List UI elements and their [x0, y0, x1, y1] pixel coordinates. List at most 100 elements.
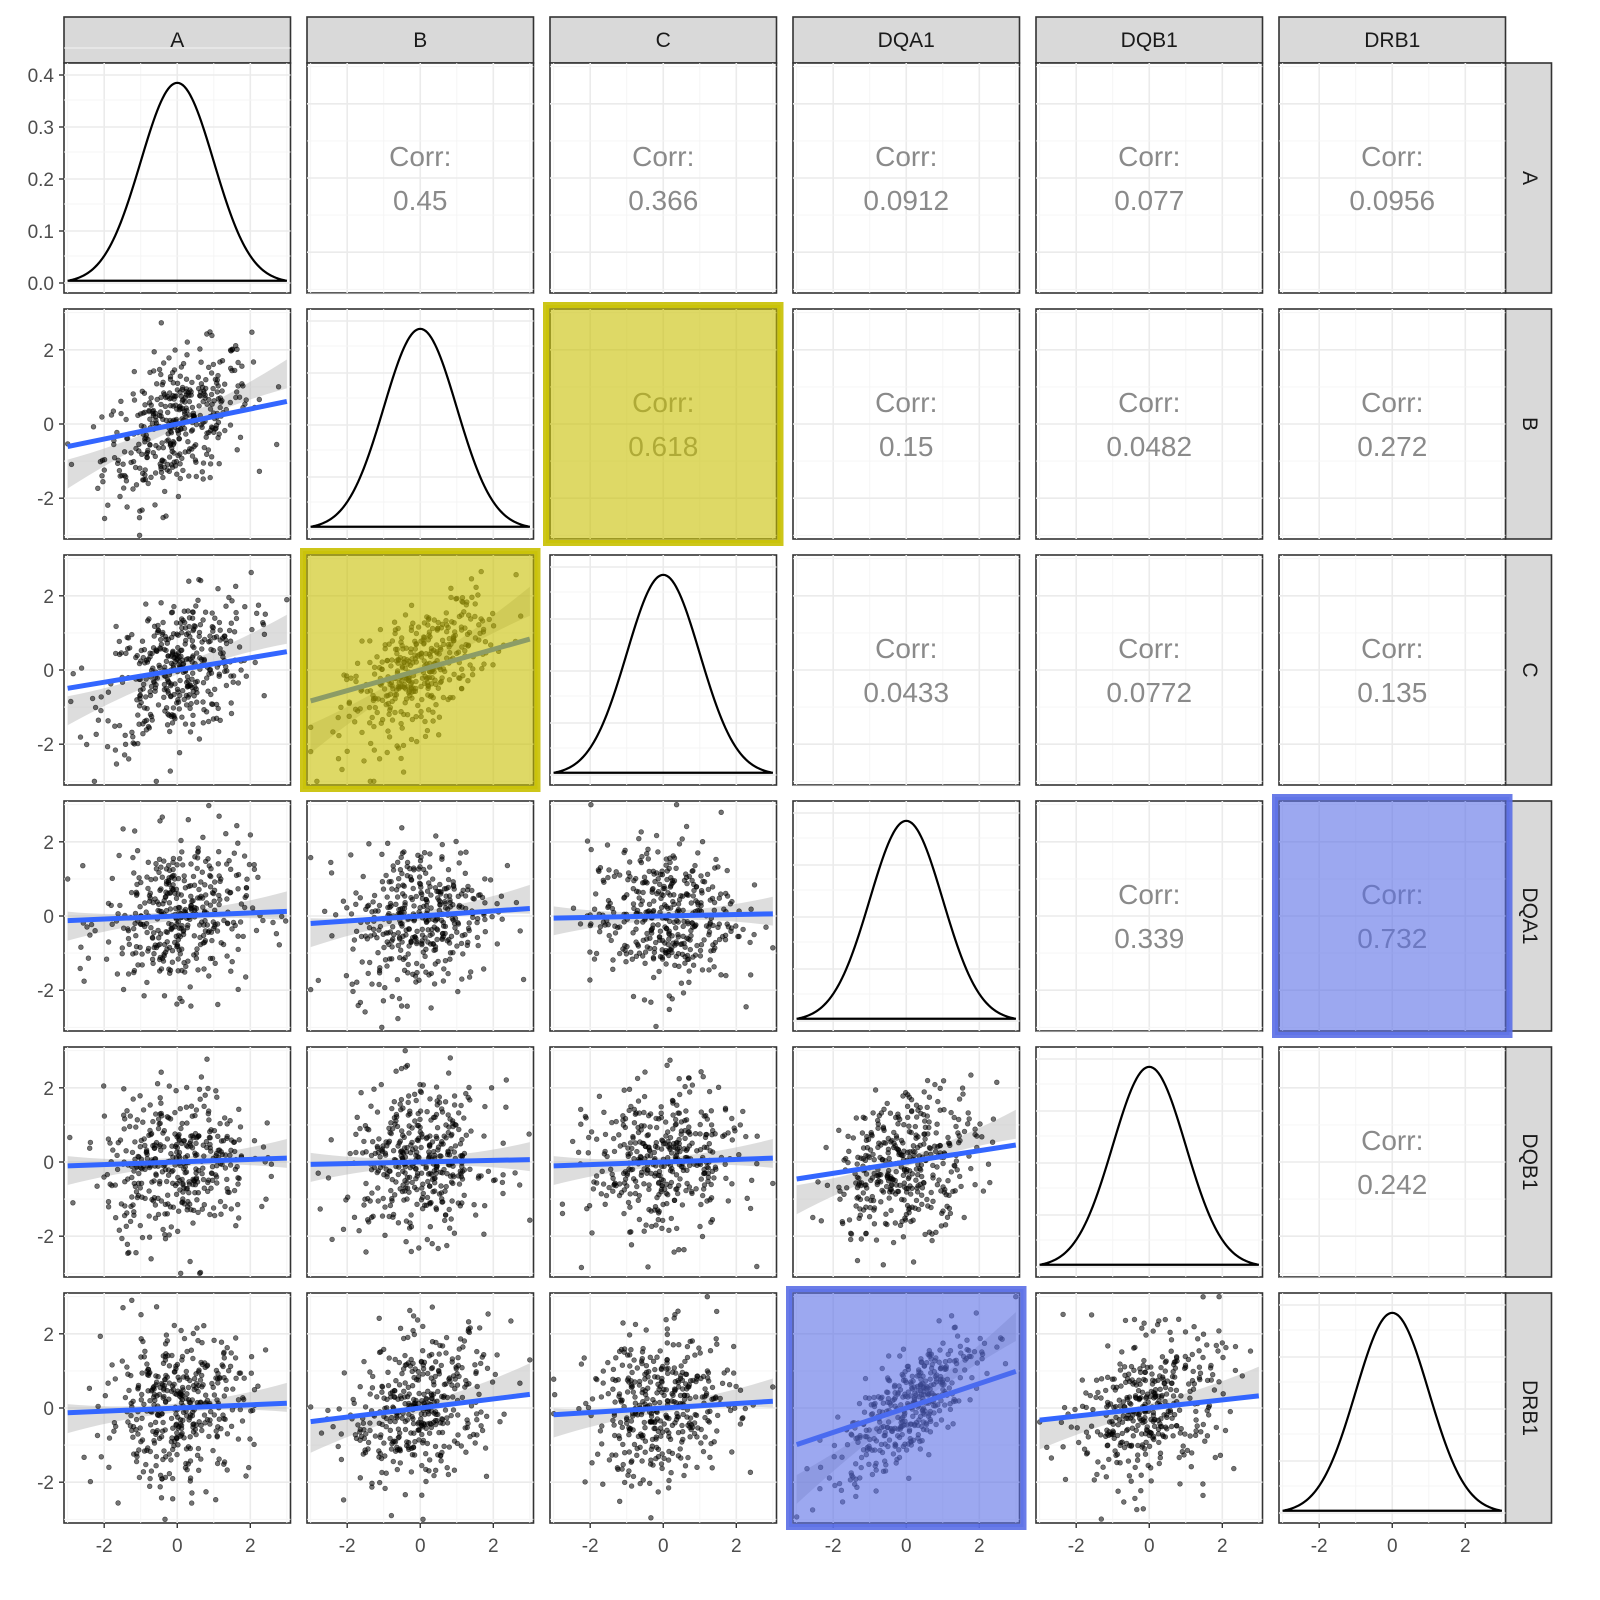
data-point — [926, 1119, 932, 1125]
data-point — [481, 1133, 487, 1139]
data-point — [231, 1187, 238, 1194]
data-point — [151, 678, 157, 685]
data-point — [605, 874, 611, 881]
data-point — [408, 894, 414, 901]
data-point — [160, 619, 166, 626]
data-point — [870, 1151, 876, 1158]
data-point — [441, 923, 447, 929]
data-point — [155, 702, 162, 708]
data-point — [698, 941, 705, 948]
data-point — [380, 1195, 386, 1202]
data-point — [402, 955, 408, 961]
data-point — [161, 694, 167, 700]
data-point — [409, 1179, 415, 1186]
data-point — [235, 986, 241, 993]
data-point — [343, 972, 350, 979]
data-point — [343, 1197, 349, 1203]
data-point — [605, 904, 611, 911]
data-point — [239, 1418, 246, 1424]
data-point — [194, 855, 201, 861]
data-point — [912, 1205, 918, 1211]
data-point — [654, 1194, 660, 1201]
data-point — [118, 1201, 125, 1207]
data-point — [186, 398, 193, 405]
data-point — [161, 951, 167, 957]
data-point — [233, 1375, 239, 1382]
data-point — [209, 937, 215, 944]
data-point — [659, 956, 666, 962]
data-point — [698, 887, 705, 894]
data-point — [161, 390, 167, 396]
data-point — [340, 898, 347, 904]
data-point — [389, 1198, 395, 1204]
data-point — [473, 1212, 479, 1218]
data-point — [584, 1205, 590, 1212]
data-point — [232, 1166, 239, 1173]
data-point — [384, 894, 390, 900]
data-point — [249, 329, 255, 335]
data-point — [169, 369, 176, 376]
data-point — [690, 962, 697, 968]
data-point — [196, 736, 203, 742]
data-point — [133, 932, 139, 939]
data-point — [905, 1175, 912, 1182]
data-point — [189, 643, 196, 649]
data-point — [856, 1180, 863, 1186]
data-point — [70, 1200, 76, 1206]
data-point — [402, 902, 408, 908]
data-point — [186, 1397, 192, 1403]
data-point — [647, 1152, 654, 1159]
data-point — [968, 1165, 974, 1172]
data-point — [191, 907, 198, 914]
data-point — [215, 396, 222, 402]
data-point — [936, 1177, 942, 1183]
data-point — [653, 1115, 659, 1122]
data-point — [876, 1171, 882, 1178]
data-point — [389, 944, 395, 950]
data-point — [715, 864, 721, 870]
data-point — [960, 1091, 966, 1097]
data-point — [194, 650, 200, 656]
data-point — [957, 1137, 963, 1144]
strip-right-dqa1: DQA1 — [1504, 800, 1553, 1032]
data-point — [414, 939, 420, 945]
data-point — [99, 414, 105, 420]
data-point — [684, 880, 690, 887]
data-point — [722, 1161, 728, 1168]
data-point — [150, 665, 156, 671]
data-point — [432, 885, 439, 891]
data-point — [216, 848, 222, 855]
data-point — [915, 1107, 921, 1113]
data-point — [139, 1391, 145, 1398]
data-point — [187, 729, 194, 735]
data-point — [177, 933, 184, 940]
data-point — [143, 717, 150, 723]
data-point — [170, 1180, 176, 1187]
corr-value: 0.0772 — [1106, 677, 1192, 708]
data-point — [673, 1225, 680, 1232]
data-point — [147, 898, 153, 904]
strip-label: A — [170, 29, 184, 52]
data-point — [190, 670, 196, 676]
data-point — [248, 1353, 255, 1360]
data-point — [159, 1113, 165, 1119]
data-point — [130, 734, 136, 740]
data-point — [207, 638, 213, 644]
data-point — [200, 617, 206, 623]
strip-label: C — [656, 29, 671, 52]
data-point — [273, 930, 280, 937]
data-point — [917, 1181, 923, 1188]
data-point — [151, 368, 157, 374]
data-point — [141, 993, 147, 999]
data-point — [940, 1160, 946, 1167]
data-point — [190, 653, 196, 659]
data-point — [860, 1190, 866, 1196]
data-point — [235, 933, 241, 939]
data-point — [513, 899, 520, 906]
data-point — [236, 1175, 242, 1182]
data-point — [628, 1242, 635, 1248]
corr-label: Corr: — [1361, 387, 1423, 418]
y-tick-label: 2 — [43, 587, 54, 608]
data-point — [193, 603, 199, 609]
data-point — [439, 854, 445, 860]
